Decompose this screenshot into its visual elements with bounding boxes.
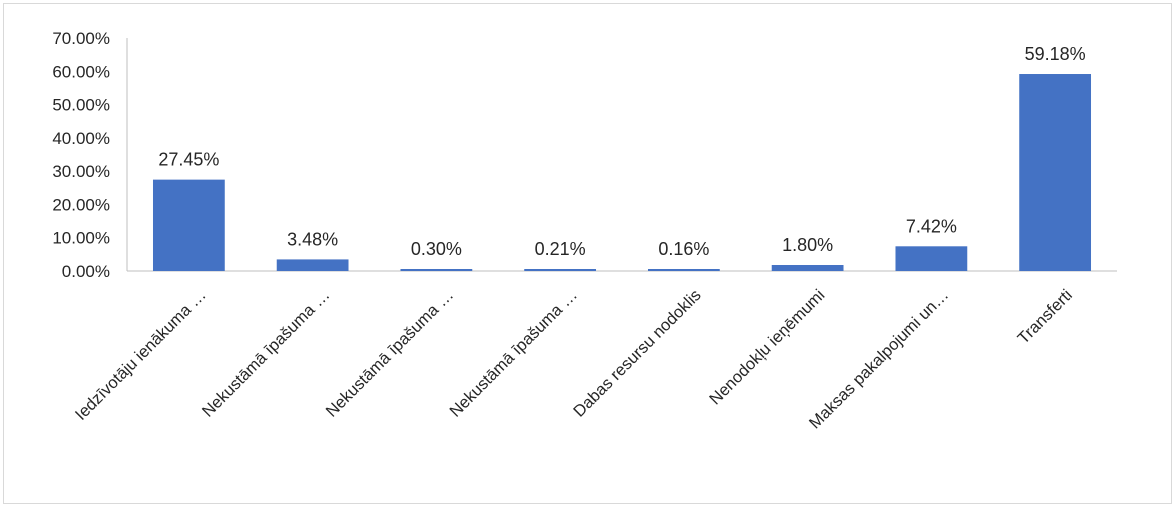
data-label: 0.16%: [658, 239, 709, 259]
data-label: 7.42%: [906, 216, 957, 236]
bar: [771, 265, 844, 271]
bar: [276, 259, 349, 271]
bar: [1019, 74, 1092, 272]
data-label: 3.48%: [287, 229, 338, 249]
y-tick-label: 20.00%: [52, 195, 110, 214]
data-label: 0.30%: [411, 239, 462, 259]
y-axis-ticks: 0.00% 10.00% 20.00% 30.00% 40.00% 50.00% 60.00…: [52, 29, 110, 281]
y-tick-label: 70.00%: [52, 29, 110, 48]
bar: [647, 269, 720, 271]
y-tick-label: 50.00%: [52, 96, 110, 115]
bars: [152, 74, 1092, 272]
bar: [524, 269, 597, 271]
data-label: 59.18%: [1025, 44, 1086, 64]
y-tick-label: 30.00%: [52, 162, 110, 181]
y-tick-label: 40.00%: [52, 129, 110, 148]
bar: [895, 246, 968, 271]
bar: [400, 269, 473, 271]
data-labels: 27.45% 3.48% 0.30% 0.21% 0.16% 1.80% 7.42% 59.1…: [158, 44, 1085, 259]
bar: [152, 179, 225, 271]
y-tick-label: 60.00%: [52, 62, 110, 81]
y-tick-label: 10.00%: [52, 229, 110, 248]
data-label: 27.45%: [158, 150, 219, 170]
data-label: 1.80%: [782, 235, 833, 255]
y-tick-label: 0.00%: [62, 262, 110, 281]
data-label: 0.21%: [535, 239, 586, 259]
